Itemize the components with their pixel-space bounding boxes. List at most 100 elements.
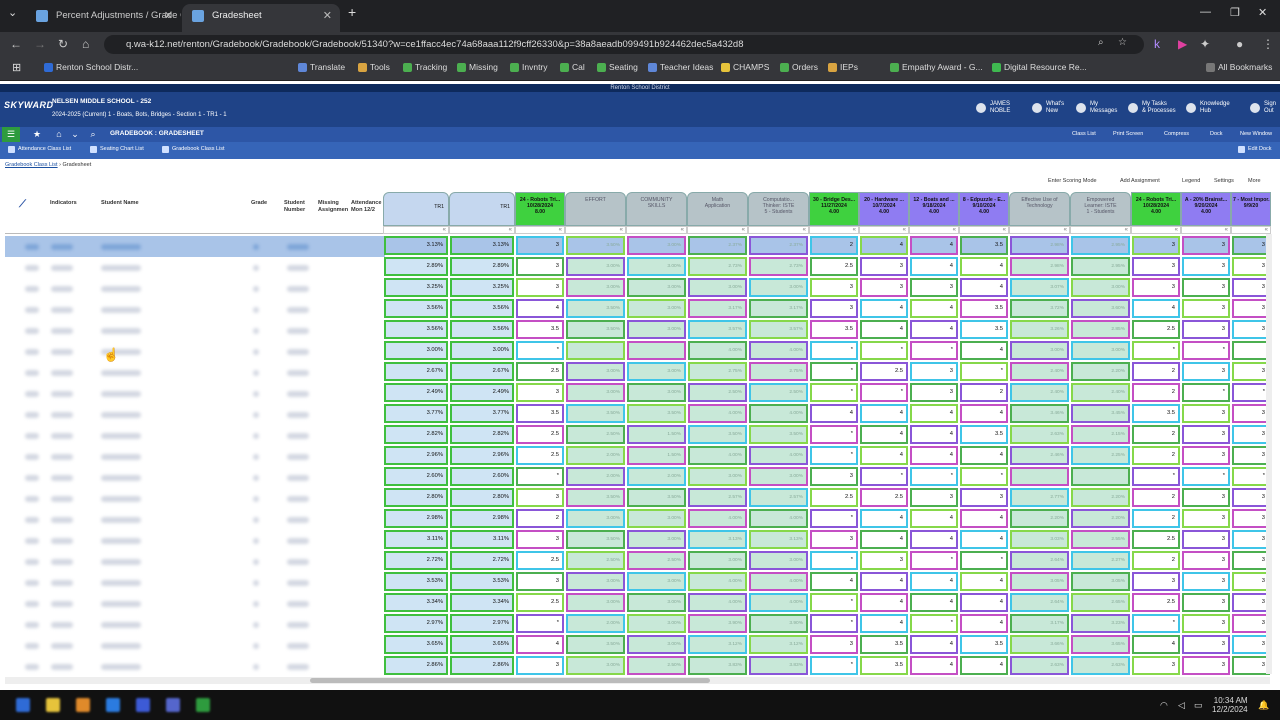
enter-scoring-mode-button[interactable]: Enter Scoring Mode	[1048, 178, 1097, 184]
score-cell[interactable]: 4.00%	[688, 593, 747, 612]
score-cell[interactable]: 2.20%	[1010, 509, 1069, 528]
score-cell[interactable]: 3.50%	[566, 635, 625, 654]
tab-gradesheet[interactable]: Gradesheet ✕	[182, 4, 340, 32]
score-cell[interactable]: 2.97%	[450, 614, 514, 633]
score-cell[interactable]: 3.11%	[450, 530, 514, 549]
student-row[interactable]	[5, 257, 385, 278]
score-cell[interactable]: *	[1182, 383, 1230, 402]
edit-dock-button[interactable]: Edit Dock	[1238, 146, 1272, 153]
score-cell[interactable]: 3	[516, 257, 564, 276]
bookmark-item[interactable]: Translate	[298, 62, 345, 72]
score-cell[interactable]: 2.37%	[688, 236, 747, 255]
taskbar-app-icon[interactable]	[46, 698, 60, 712]
score-cell[interactable]: 3.05%	[1010, 572, 1069, 591]
score-cell[interactable]: 3.00%	[627, 299, 686, 318]
score-cell[interactable]: 3.50%	[688, 425, 747, 444]
score-cell[interactable]: 3	[1232, 656, 1270, 675]
score-cell[interactable]: 3.17%	[688, 299, 747, 318]
score-cell[interactable]: 2	[516, 509, 564, 528]
score-cell[interactable]: 3.00%	[566, 656, 625, 675]
column-filter-row[interactable]: «	[909, 226, 959, 234]
taskbar-app-icon[interactable]	[106, 698, 120, 712]
score-cell[interactable]: 3	[1182, 425, 1230, 444]
student-row[interactable]	[5, 404, 385, 425]
score-cell[interactable]: *	[1232, 383, 1270, 402]
score-cell[interactable]: 3.56%	[384, 320, 448, 339]
score-cell[interactable]: 3.00%	[627, 278, 686, 297]
score-cell[interactable]: 2	[1132, 383, 1180, 402]
column-header-3[interactable]: 24 - Robots Tri... 10/28/2024 8.00	[515, 192, 565, 226]
score-cell[interactable]: 3	[1232, 488, 1270, 507]
score-cell[interactable]: 3.17%	[1010, 614, 1069, 633]
score-cell[interactable]: 3.00%	[450, 341, 514, 360]
score-cell[interactable]: 4	[960, 257, 1008, 276]
score-cell[interactable]: 3	[516, 656, 564, 675]
score-cell[interactable]: 4.00%	[688, 404, 747, 423]
history-chevron-icon[interactable]: ⌄	[71, 129, 79, 139]
score-cell[interactable]: 2.98%	[450, 509, 514, 528]
score-cell[interactable]: *	[1132, 341, 1180, 360]
score-cell[interactable]: 3	[1132, 278, 1180, 297]
notification-bell-icon[interactable]: 🔔	[1258, 700, 1270, 710]
score-cell[interactable]: 2.63%	[1010, 425, 1069, 444]
score-cell[interactable]	[627, 341, 686, 360]
score-cell[interactable]: 2.85%	[1071, 320, 1130, 339]
score-cell[interactable]: 4	[910, 236, 958, 255]
score-cell[interactable]: 3.77%	[384, 404, 448, 423]
score-cell[interactable]: 2.57%	[688, 488, 747, 507]
score-cell[interactable]: 3	[516, 383, 564, 402]
more-button[interactable]: More	[1248, 178, 1261, 184]
score-cell[interactable]: 4.00%	[749, 509, 808, 528]
score-cell[interactable]: 3	[1232, 635, 1270, 654]
score-cell[interactable]: 2.80%	[384, 488, 448, 507]
score-cell[interactable]: 3	[960, 488, 1008, 507]
score-cell[interactable]: 3	[1182, 530, 1230, 549]
score-cell[interactable]: 3.5	[860, 635, 908, 654]
score-cell[interactable]: 3.53%	[384, 572, 448, 591]
close-tab-icon[interactable]: ✕	[322, 10, 332, 22]
window-close-icon[interactable]: ✕	[1258, 7, 1268, 19]
student-row[interactable]	[5, 509, 385, 530]
score-cell[interactable]: 3.53%	[450, 572, 514, 591]
attendance-class-list-button[interactable]: Attendance Class List	[8, 146, 71, 153]
column-filter-row[interactable]: «	[449, 226, 515, 234]
student-row[interactable]	[5, 635, 385, 656]
bookmark-item[interactable]: Tools	[358, 62, 390, 72]
score-cell[interactable]: 3.07%	[1010, 278, 1069, 297]
score-cell[interactable]: 4	[960, 593, 1008, 612]
score-cell[interactable]: 3.5	[810, 320, 858, 339]
bookmark-item[interactable]: Orders	[780, 62, 818, 72]
score-cell[interactable]: 3.66%	[1010, 635, 1069, 654]
score-cell[interactable]: 3	[516, 530, 564, 549]
score-cell[interactable]: 2.5	[516, 362, 564, 381]
score-cell[interactable]: 3.65%	[450, 635, 514, 654]
tab-percent-adjustments[interactable]: Percent Adjustments / Grade Ca ✕	[26, 4, 181, 32]
url-field[interactable]: q.wa-k12.net/renton/Gradebook/Gradebook/…	[104, 35, 1144, 54]
score-cell[interactable]: 2.98%	[1010, 257, 1069, 276]
score-cell[interactable]: 4	[910, 635, 958, 654]
column-filter-row[interactable]: «	[748, 226, 809, 234]
score-cell[interactable]: *	[810, 341, 858, 360]
score-cell[interactable]: 3.00%	[688, 278, 747, 297]
score-cell[interactable]: 2.80%	[450, 488, 514, 507]
back-icon[interactable]: ←	[10, 37, 22, 51]
score-cell[interactable]: 2.97%	[384, 614, 448, 633]
score-cell[interactable]: 4	[860, 320, 908, 339]
score-cell[interactable]: 2.98%	[1010, 236, 1069, 255]
score-cell[interactable]: 3.13%	[688, 530, 747, 549]
score-cell[interactable]: 3	[1182, 236, 1230, 255]
student-row[interactable]	[5, 467, 385, 488]
gradebook-class-list-button[interactable]: Gradebook Class List	[162, 146, 225, 153]
student-row[interactable]	[5, 593, 385, 614]
score-cell[interactable]: 2.5	[516, 593, 564, 612]
taskbar-app-icon[interactable]	[166, 698, 180, 712]
score-cell[interactable]: 2.50%	[688, 383, 747, 402]
score-cell[interactable]: 2.67%	[384, 362, 448, 381]
forward-icon[interactable]: →	[34, 37, 46, 51]
score-cell[interactable]: 3	[1232, 404, 1270, 423]
score-cell[interactable]: 2.37%	[749, 236, 808, 255]
score-cell[interactable]: 2.73%	[749, 257, 808, 276]
score-cell[interactable]: 3	[1182, 635, 1230, 654]
score-cell[interactable]: 3	[860, 278, 908, 297]
score-cell[interactable]: 2	[1132, 551, 1180, 570]
